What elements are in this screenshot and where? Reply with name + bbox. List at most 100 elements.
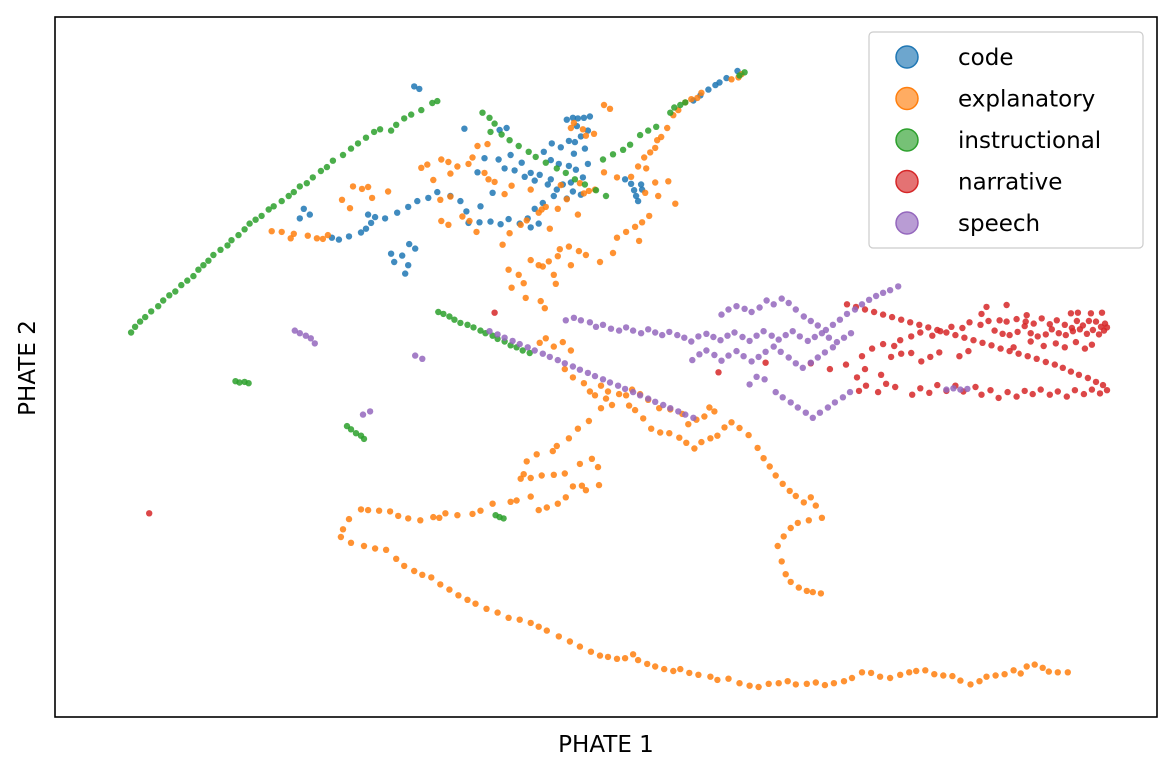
- point-code-91: [634, 197, 642, 205]
- point-code-74: [335, 236, 343, 243]
- point-code-49: [535, 220, 542, 227]
- point-narrative-90: [934, 381, 941, 389]
- point-explanatory-191: [538, 472, 545, 479]
- point-explanatory-41: [574, 211, 582, 218]
- point-instructional-1: [736, 72, 743, 79]
- point-explanatory-96: [278, 228, 285, 236]
- point-speech-26: [688, 338, 695, 345]
- point-explanatory-161: [782, 571, 789, 578]
- point-code-37: [518, 159, 525, 166]
- point-explanatory-297: [1017, 670, 1024, 677]
- point-code-18: [570, 150, 578, 157]
- point-explanatory-78: [438, 217, 445, 225]
- point-speech-70: [872, 292, 880, 300]
- point-explanatory-140: [721, 424, 728, 431]
- point-speech-8: [366, 408, 374, 415]
- point-narrative-119: [1033, 355, 1040, 362]
- point-speech-86: [777, 348, 784, 355]
- point-speech-95: [779, 394, 786, 401]
- point-explanatory-60: [642, 189, 649, 196]
- point-speech-30: [717, 337, 724, 344]
- point-code-34: [501, 165, 508, 172]
- point-instructional-19: [387, 127, 395, 134]
- point-code-71: [362, 225, 370, 232]
- point-explanatory-30: [557, 181, 564, 189]
- point-narrative-52: [1089, 326, 1097, 334]
- point-speech-102: [831, 399, 839, 406]
- point-explanatory-282: [886, 674, 894, 682]
- point-explanatory-204: [535, 506, 542, 514]
- point-explanatory-148: [779, 480, 786, 487]
- point-narrative-5: [826, 365, 834, 373]
- point-speech-122: [561, 360, 568, 367]
- point-narrative-74: [861, 365, 869, 373]
- point-speech-101: [824, 404, 832, 411]
- point-code-86: [621, 176, 629, 183]
- point-explanatory-211: [454, 512, 461, 519]
- point-speech-100: [816, 409, 824, 416]
- point-speech-34: [746, 337, 753, 345]
- point-narrative-26: [1038, 315, 1045, 322]
- point-explanatory-266: [736, 680, 743, 687]
- point-explanatory-34: [579, 126, 587, 133]
- point-explanatory-286: [922, 667, 929, 674]
- point-instructional-33: [285, 192, 292, 200]
- point-code-20: [548, 140, 555, 147]
- point-instructional-4: [671, 104, 678, 111]
- point-code-1: [723, 74, 730, 82]
- point-speech-27: [695, 333, 702, 340]
- point-speech-15: [607, 325, 615, 332]
- point-code-16: [565, 137, 573, 145]
- point-narrative-65: [978, 310, 985, 318]
- point-instructional-27: [323, 163, 331, 171]
- point-explanatory-166: [817, 590, 825, 597]
- point-speech-69: [865, 296, 873, 303]
- point-code-88: [637, 181, 645, 188]
- point-explanatory-24: [517, 221, 524, 228]
- point-explanatory-20: [554, 205, 561, 212]
- point-speech-38: [775, 336, 782, 343]
- point-speech-74: [689, 356, 696, 364]
- point-narrative-102: [1037, 386, 1044, 393]
- point-code-8: [569, 114, 577, 122]
- point-code-47: [531, 205, 538, 212]
- point-instructional-42: [228, 237, 235, 244]
- point-speech-99: [809, 414, 816, 421]
- point-narrative-111: [1099, 381, 1107, 389]
- point-explanatory-51: [635, 237, 643, 245]
- point-instructional-58: [136, 318, 144, 325]
- point-explanatory-199: [578, 482, 586, 489]
- point-instructional-60: [127, 329, 135, 336]
- point-explanatory-265: [725, 675, 732, 682]
- point-explanatory-164: [803, 587, 810, 595]
- point-narrative-73: [853, 374, 861, 381]
- point-explanatory-9: [664, 124, 671, 132]
- point-narrative-96: [987, 387, 994, 394]
- point-explanatory-59: [652, 179, 659, 186]
- point-explanatory-123: [591, 392, 599, 399]
- point-speech-135: [660, 401, 667, 409]
- point-explanatory-66: [520, 280, 527, 287]
- point-explanatory-197: [595, 481, 603, 489]
- point-explanatory-205: [527, 493, 534, 500]
- point-explanatory-222: [345, 515, 353, 523]
- point-explanatory-120: [569, 374, 577, 381]
- point-explanatory-111: [567, 262, 575, 269]
- point-explanatory-71: [481, 169, 488, 177]
- point-explanatory-124: [597, 382, 605, 389]
- point-explanatory-288: [940, 672, 947, 679]
- point-narrative-118: [1042, 358, 1050, 366]
- legend-frame: [868, 31, 1144, 249]
- point-explanatory-12: [652, 144, 659, 152]
- point-narrative-116: [1059, 364, 1067, 371]
- point-instructional-44: [217, 246, 224, 253]
- point-narrative-11: [897, 337, 904, 344]
- point-code-22: [547, 156, 554, 164]
- point-explanatory-118: [567, 347, 575, 354]
- point-explanatory-128: [625, 402, 633, 409]
- point-narrative-79: [918, 358, 925, 365]
- point-narrative-34: [1092, 318, 1100, 325]
- point-code-53: [497, 221, 504, 228]
- point-narrative-43: [1027, 330, 1034, 337]
- point-narrative-19: [977, 321, 984, 328]
